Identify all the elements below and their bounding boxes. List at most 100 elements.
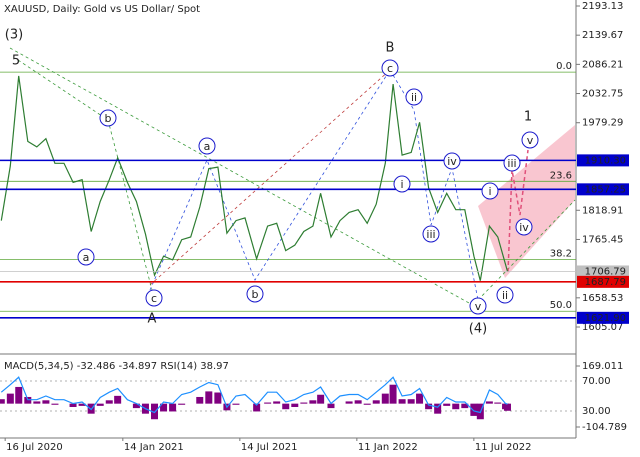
macd-bar xyxy=(105,400,113,404)
macd-bar xyxy=(114,395,122,404)
y-tick-label: 1658.53 xyxy=(582,293,623,304)
price-line xyxy=(0,75,509,281)
wave-marker xyxy=(198,137,216,155)
forecast-path xyxy=(507,149,529,273)
fibo-label: 50.0 xyxy=(550,300,572,311)
macd-bar xyxy=(470,403,478,416)
price-level-box xyxy=(577,311,629,324)
y-tick-label: 1979.29 xyxy=(582,118,623,129)
macd-bar xyxy=(273,401,281,404)
y2-tick-label: 30.00 xyxy=(582,406,611,417)
wave-label: b xyxy=(105,112,112,125)
price-level-box xyxy=(577,154,629,167)
wave-line xyxy=(149,69,391,291)
y-tick-label: 1818.91 xyxy=(582,205,623,216)
wave-marker xyxy=(77,248,95,266)
price-level-box xyxy=(577,183,629,196)
x-tick-label: 14 Jul 2021 xyxy=(241,442,298,453)
macd-bar xyxy=(78,403,86,406)
macd-bar xyxy=(407,399,415,404)
macd-bar xyxy=(6,393,14,404)
macd-bar xyxy=(24,396,32,404)
macd-bar xyxy=(253,403,261,412)
indicator-title: MACD(5,34,5) -32.486 -34.897 RSI(14) 38.… xyxy=(4,361,229,372)
rsi-line xyxy=(0,376,508,414)
price-level-box xyxy=(577,275,629,288)
wave-line xyxy=(477,199,576,301)
macd-bar xyxy=(389,384,397,404)
wave-marker xyxy=(443,152,461,170)
wave-label: (3) xyxy=(5,28,23,43)
wave-label: c xyxy=(151,292,157,305)
x-tick-label: 16 Jul 2020 xyxy=(6,442,63,453)
macd-bar xyxy=(354,400,362,404)
wave-line xyxy=(9,47,479,309)
wave-marker xyxy=(521,131,539,149)
wave-label: i xyxy=(400,178,403,191)
fibo-label: 38.2 xyxy=(550,248,572,259)
wave-marker xyxy=(469,297,487,315)
wave-label: a xyxy=(83,251,90,264)
fibo-label: 0.0 xyxy=(556,61,572,72)
x-tick-label: 14 Jan 2021 xyxy=(124,442,184,453)
wave-label: B xyxy=(386,41,395,56)
x-tick-label: 11 Jul 2022 xyxy=(475,442,532,453)
wave-label: a xyxy=(204,140,211,153)
wave-label: iv xyxy=(519,221,529,234)
macd-bar xyxy=(327,403,335,409)
wave-label: ii xyxy=(411,91,417,104)
macd-bar xyxy=(372,400,380,404)
macd-bar xyxy=(169,403,177,412)
wave-line xyxy=(149,69,391,286)
macd-bar xyxy=(291,403,299,407)
macd-bar xyxy=(434,403,442,414)
wave-label: 5 xyxy=(12,54,20,69)
fibo-label: 23.6 xyxy=(550,170,572,181)
macd-bar xyxy=(51,403,59,405)
wave-marker xyxy=(246,285,264,303)
wave-label: v xyxy=(475,300,482,313)
y-tick-label: 2086.21 xyxy=(582,59,623,70)
macd-bar xyxy=(461,403,469,409)
macd-bar xyxy=(196,396,204,404)
macd-bar xyxy=(33,401,41,404)
macd-bar xyxy=(178,403,186,405)
wave-marker xyxy=(393,175,411,193)
macd-bar xyxy=(381,393,389,404)
wave-marker xyxy=(503,154,521,172)
y-tick-label: 2193.13 xyxy=(582,1,623,12)
wave-label: iii xyxy=(507,157,516,170)
wave-marker xyxy=(422,225,440,243)
macd-bar xyxy=(282,403,290,410)
macd-bar xyxy=(214,392,222,404)
y-tick-label: 169.011 xyxy=(582,361,623,372)
macd-bar xyxy=(0,399,5,404)
wave-marker xyxy=(515,218,533,236)
wave-label: i xyxy=(488,185,491,198)
macd-bar xyxy=(363,403,371,405)
x-tick-label: 11 Jan 2022 xyxy=(358,442,418,453)
macd-bar xyxy=(160,403,168,412)
macd-bar xyxy=(15,386,23,404)
y-tick-label: 1765.45 xyxy=(582,234,623,245)
wave-label: v xyxy=(527,134,534,147)
wave-marker xyxy=(145,289,163,307)
wave-label: A xyxy=(148,312,157,327)
macd-bar xyxy=(317,394,325,404)
wave-label: (4) xyxy=(469,322,487,337)
wave-marker xyxy=(496,286,514,304)
macd-bar xyxy=(452,403,460,410)
price-level-label: 1621.90 xyxy=(585,313,626,324)
macd-bar xyxy=(345,401,353,404)
forecast-channel xyxy=(478,125,575,278)
wave-label: iii xyxy=(426,228,435,241)
macd-bar xyxy=(416,393,424,404)
macd-bar xyxy=(485,401,493,404)
wave-marker xyxy=(381,59,399,77)
y-tick-label: 1605.07 xyxy=(582,322,623,333)
wave-label: c xyxy=(387,62,393,75)
macd-bar xyxy=(443,403,451,406)
macd-bar xyxy=(264,402,272,404)
macd-bar xyxy=(205,391,213,404)
